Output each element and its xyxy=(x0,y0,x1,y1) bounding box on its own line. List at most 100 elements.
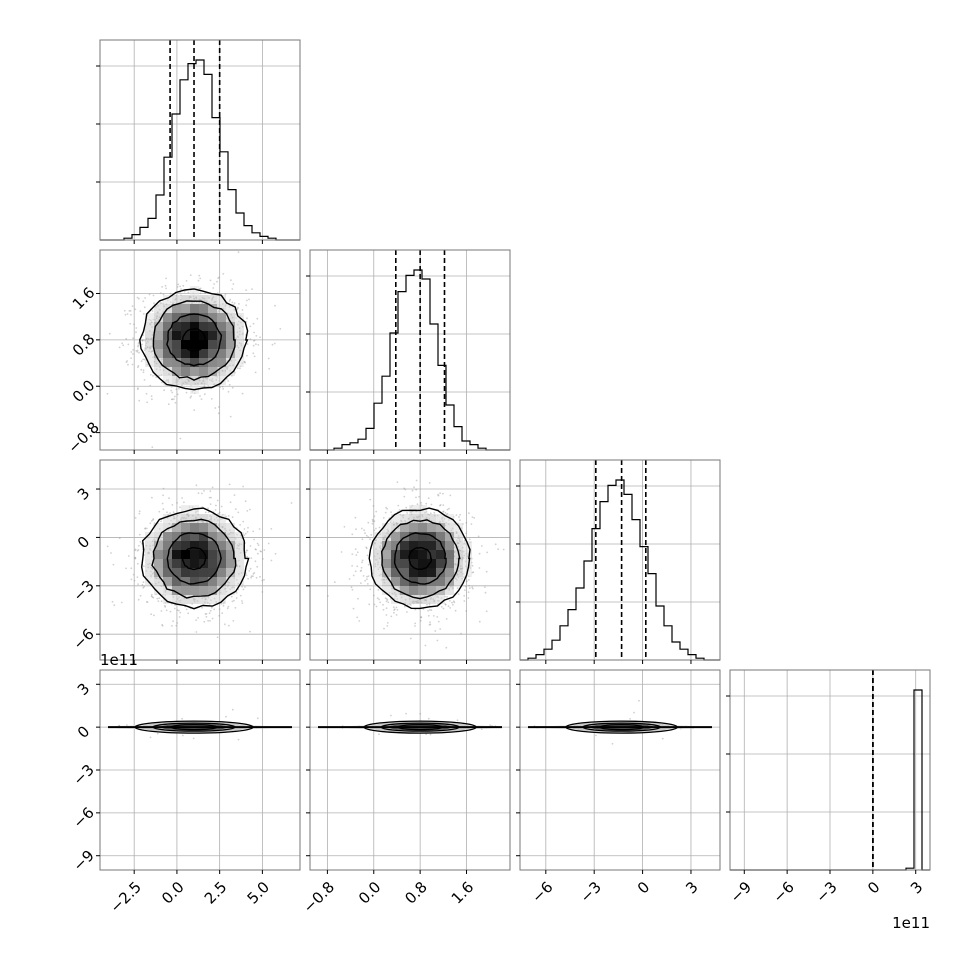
scatter-point xyxy=(171,504,174,506)
scatter-point xyxy=(218,511,221,514)
panel-frame xyxy=(99,39,301,241)
scatter-point xyxy=(249,338,252,340)
density-cell xyxy=(190,367,199,376)
scatter-point xyxy=(442,607,445,610)
scatter-point xyxy=(432,615,435,617)
scatter-point xyxy=(231,516,234,519)
scatter-point xyxy=(271,343,274,346)
scatter-point xyxy=(161,381,163,384)
scatter-point xyxy=(161,502,164,505)
scatter-point xyxy=(183,501,185,504)
scatter-point xyxy=(111,600,114,603)
scatter-point xyxy=(239,594,242,597)
density-cell xyxy=(235,340,244,349)
scatter-point xyxy=(172,511,175,514)
density-cell xyxy=(226,367,235,376)
scatter-point xyxy=(135,350,138,352)
scatter-point xyxy=(468,584,470,587)
scatter-point xyxy=(213,608,216,611)
scatter-point xyxy=(375,510,378,513)
scatter-point xyxy=(219,386,222,388)
scatter-point xyxy=(372,594,375,597)
scatter-point xyxy=(150,395,153,397)
scatter-point xyxy=(113,604,116,607)
scatter-point xyxy=(151,496,153,499)
scatter-point xyxy=(171,625,173,627)
scatter-point xyxy=(146,601,149,603)
scatter-point xyxy=(390,615,393,618)
density-cell xyxy=(391,532,400,541)
scatter-point xyxy=(224,293,227,296)
scatter-point xyxy=(145,601,148,603)
scatter-point xyxy=(442,504,445,506)
scatter-point xyxy=(144,527,147,530)
scatter-point xyxy=(397,504,400,507)
scatter-point xyxy=(205,613,208,615)
scatter-point xyxy=(365,534,368,537)
scatter-point xyxy=(132,573,135,576)
density-cell xyxy=(226,358,235,367)
scatter-point xyxy=(251,288,254,290)
scatter-point xyxy=(125,567,127,570)
scatter-point xyxy=(259,575,261,578)
scatter-point xyxy=(382,517,385,519)
scatter-point xyxy=(218,614,221,617)
scatter-point xyxy=(253,538,256,541)
scatter-point xyxy=(429,621,431,624)
scatter-point xyxy=(158,510,161,513)
scatter-point xyxy=(360,527,363,530)
scatter-point xyxy=(127,555,130,557)
scatter-point xyxy=(367,536,370,538)
density-cell xyxy=(400,550,409,559)
scatter-point xyxy=(133,579,136,582)
scatter-point xyxy=(416,503,419,506)
scatter-point xyxy=(138,297,140,300)
scatter-point xyxy=(368,603,371,606)
scatter-point xyxy=(133,323,135,326)
density-cell xyxy=(382,559,391,568)
scatter-point xyxy=(243,360,246,363)
scatter-point xyxy=(141,584,144,586)
scatter-point xyxy=(132,349,135,351)
scatter-point xyxy=(197,492,200,495)
density-cell xyxy=(217,313,226,322)
scatter-point xyxy=(165,277,168,280)
scatter-point xyxy=(149,736,152,739)
scatter-point xyxy=(442,510,444,513)
density-cell xyxy=(154,304,163,313)
scatter-point xyxy=(373,529,376,532)
scatter-point xyxy=(153,614,155,617)
scatter-point xyxy=(457,593,460,595)
scatter-point xyxy=(199,277,202,280)
scatter-point xyxy=(171,391,174,394)
density-cell xyxy=(217,295,226,304)
scatter-point xyxy=(134,517,137,519)
density-cell xyxy=(172,349,181,358)
scatter-point xyxy=(142,358,145,361)
scatter-point xyxy=(418,495,420,498)
scatter-point xyxy=(415,488,418,491)
density-cell xyxy=(190,313,199,322)
density-cell xyxy=(154,340,163,349)
scatter-point xyxy=(352,574,355,577)
scatter-point xyxy=(428,604,431,606)
density-cell xyxy=(190,340,199,349)
scatter-point xyxy=(158,597,161,599)
density-cell xyxy=(145,358,154,367)
scatter-point xyxy=(151,446,154,448)
scatter-point xyxy=(239,367,241,370)
scatter-point xyxy=(181,734,184,737)
density-contour xyxy=(181,328,207,352)
scatter-point xyxy=(204,613,207,615)
density-cell xyxy=(163,349,172,358)
scatter-point xyxy=(256,542,259,545)
scatter-point xyxy=(161,624,164,627)
scatter-point xyxy=(254,560,257,563)
density-contour xyxy=(152,300,236,381)
scatter-point xyxy=(445,646,448,649)
scatter-point xyxy=(129,322,132,325)
scatter-point xyxy=(218,608,221,610)
scatter-point xyxy=(434,630,437,632)
scatter-point xyxy=(151,398,153,401)
scatter-point xyxy=(134,557,137,560)
